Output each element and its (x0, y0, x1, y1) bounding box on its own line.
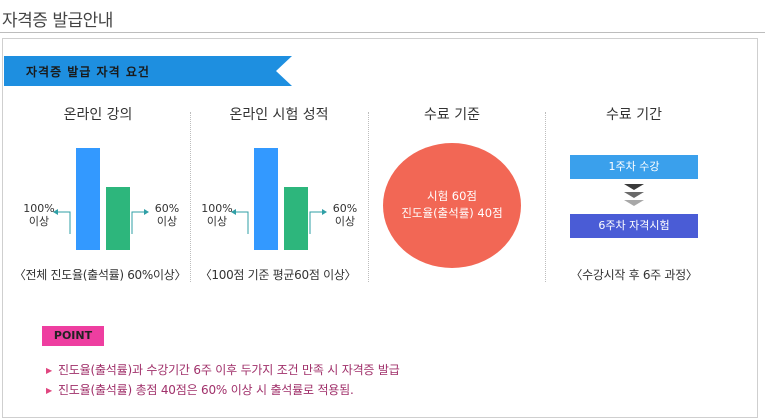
step-week6-box: 6주차 자격시험 (570, 214, 698, 238)
triangle-down-icon (624, 200, 644, 206)
col1-arrows (53, 209, 149, 234)
circle-line1: 시험 60점 (426, 189, 478, 203)
bullet-arrow-icon: ▶ (46, 386, 52, 395)
point-bullet-text: 진도율(출석률)과 수강기간 6주 이후 두가지 조건 만족 시 자격증 발급 (57, 363, 400, 377)
column-separator (190, 112, 191, 282)
completion-criteria-circle (383, 143, 521, 268)
col2-right-unit: 이상 (334, 215, 356, 228)
title-divider (0, 32, 765, 33)
right-arrow-icon (322, 209, 327, 215)
col1-right-unit: 이상 (156, 215, 178, 228)
col1-left-label: 100% 이상 (22, 202, 56, 228)
col2-left-value: 100% (201, 202, 233, 215)
circle-line2: 진도율(출석률) 40점 (401, 206, 503, 220)
step-week1-box: 1주차 수강 (570, 155, 698, 179)
col2-right-label: 60% 이상 (330, 202, 360, 228)
bullet-arrow-icon: ▶ (46, 366, 52, 375)
left-arrow-icon (53, 209, 58, 215)
right-arrow-icon (144, 209, 149, 215)
col1-caption: 〈전체 진도율(출석률) 60%이상〉 (13, 268, 187, 282)
page-title: 자격증 발급안내 (2, 11, 113, 31)
col1-full-bar (76, 148, 100, 250)
col3-title: 수료 기준 (424, 107, 480, 123)
banner-title: 자격증 발급 자격 요건 (26, 65, 150, 79)
column-separator (368, 112, 369, 282)
banner-ribbon-shape (4, 56, 292, 86)
step-arrows (624, 184, 644, 206)
col1-right-label: 60% 이상 (152, 202, 182, 228)
col4-title: 수료 기간 (606, 107, 662, 123)
col2-left-unit: 이상 (206, 215, 228, 228)
col2-arrows (231, 209, 327, 234)
point-badge: POINT (42, 326, 104, 346)
col1-title: 온라인 강의 (63, 107, 133, 123)
col2-partial-bar (284, 187, 308, 250)
triangle-down-icon (624, 192, 644, 198)
col1-right-value: 60% (154, 202, 180, 215)
requirements-banner: 자격증 발급 자격 요건 (4, 56, 292, 86)
col1-left-unit: 이상 (28, 215, 50, 228)
col2-caption: 〈100점 기준 평균60점 이상〉 (199, 268, 357, 282)
col4-caption: 〈수강시작 후 6주 과정〉 (570, 268, 698, 282)
col1-partial-bar (106, 187, 130, 250)
column-separator (545, 112, 546, 282)
triangle-down-icon (624, 184, 644, 190)
col2-title: 온라인 시험 성적 (229, 107, 329, 123)
point-bullet: ▶ 진도율(출석률)과 수강기간 6주 이후 두가지 조건 만족 시 자격증 발급 (46, 361, 400, 378)
col2-full-bar (254, 148, 278, 250)
col1-left-value: 100% (23, 202, 55, 215)
col2-right-value: 60% (332, 202, 358, 215)
col2-left-label: 100% 이상 (200, 202, 234, 228)
point-bullet-text: 진도율(출석률) 총점 40점은 60% 이상 시 출석률로 적용됨. (57, 383, 354, 397)
left-arrow-icon (231, 209, 236, 215)
point-bullet: ▶ 진도율(출석률) 총점 40점은 60% 이상 시 출석률로 적용됨. (46, 381, 354, 398)
